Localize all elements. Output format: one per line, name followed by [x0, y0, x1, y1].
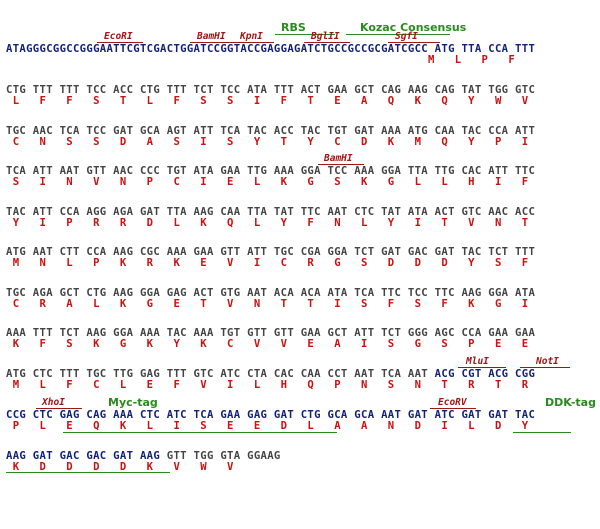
kpni-underline: [234, 42, 274, 43]
sequence-row-11-aa: K D D D D K V W V: [6, 461, 234, 473]
ecorv-site-label: EcoRV: [438, 397, 467, 408]
ddk-tag-label: DDK-tag: [545, 396, 596, 409]
sequence-row-4-nt: TCA ATT AAT GTT AAC CCC TGT ATA GAA TTG …: [6, 165, 536, 177]
sequence-row-5-aa: Y I P R R D L K Q L Y F N L Y I T V N T: [6, 217, 529, 229]
sequence-row-2-aa: L F F S T L F S S I F T E A Q K Q Y W V: [6, 95, 529, 107]
sequence-row-6-aa: M N L P K R K E V I C R G S D D D Y S F: [6, 257, 529, 269]
sgfi-site-label: SgfI: [395, 31, 418, 42]
ecori-site-label: EcoRI: [104, 31, 133, 42]
rbs-underline: [275, 34, 335, 35]
sequence-row-1-nt: ATAGGGCGGCCGGGAATTCGTCGACTGGATCCGGTACCGA…: [6, 43, 536, 55]
sequence-row-9-aa: M L F C L E F V I L H Q P N S N T R T R: [6, 379, 529, 391]
sequence-row-8-aa: K F S K G K Y K C V V E A I S G S P E E: [6, 338, 529, 350]
bamhi-site-label: BamHI: [197, 31, 226, 42]
bglii-underline: [304, 42, 350, 43]
xhoi-underline: [36, 408, 82, 409]
sequence-row-5-nt: TAC ATT CCA AGG AGA GAT TTA AAG CAA TTA …: [6, 206, 536, 218]
sequence-row-6-nt: ATG AAT CTT CCA AAG CGC AAA GAA GTT ATT …: [6, 246, 536, 258]
sequence-row-10-aa: P L E Q K L I S E E D L A A N D I L D Y: [6, 420, 529, 432]
bamhi-underline: [190, 42, 236, 43]
myc-tag-label: Myc-tag: [108, 396, 158, 409]
rbs-label: RBS: [281, 21, 306, 34]
noti-site-label: NotI: [536, 356, 559, 367]
xhoi-site-label: XhoI: [42, 397, 65, 408]
kozac-consensus-label: Kozac Consensus: [360, 21, 467, 34]
ecori-underline: [97, 42, 143, 43]
sequence-row-7-aa: C R A L K G E T V N T T I S F S F K G I: [6, 298, 529, 310]
sequence-row-3-nt: TGC AAC TCA TCC GAT GCA AGT ATT TCA TAC …: [6, 125, 536, 137]
sequence-row-3-aa: C N S S D A S I S Y T Y C D K M Q Y P I: [6, 136, 529, 148]
bamhi-underline-2: [318, 164, 364, 165]
bamhi-site-label-2: BamHI: [324, 153, 353, 164]
sequence-row-2-nt: CTG TTT TTT TCC ACC CTG TTT TCT TCC ATA …: [6, 84, 536, 96]
sgfi-underline: [388, 42, 440, 43]
noti-underline: [520, 367, 570, 368]
kozac-underline: [346, 34, 450, 35]
myc-tag-underline: [63, 432, 337, 433]
ecorv-underline: [430, 408, 476, 409]
sequence-row-10-nt: CCG CTC GAG CAG AAA CTC ATC TCA GAA GAG …: [6, 409, 536, 421]
sequence-row-1-aa: M L P F: [6, 54, 516, 66]
sequence-row-4-aa: S I N V N P C I E L K G S K G L L H I F: [6, 176, 529, 188]
bglii-site-label: BglII: [311, 31, 340, 42]
ddk-tag-underline-1: [513, 432, 571, 433]
sequence-row-7-nt: TGC AGA GCT CTG AAG GGA GAG ACT GTG AAT …: [6, 287, 536, 299]
sequence-row-11-nt: AAG GAT GAC GAC GAT AAG GTT TGG GTA GGAA…: [6, 450, 281, 462]
sequence-row-8-nt: AAA TTT TCT AAG GGA AAA TAC AAA TGT GTT …: [6, 327, 536, 339]
mlui-site-label: MluI: [466, 356, 489, 367]
kpni-site-label: KpnI: [240, 31, 263, 42]
ddk-tag-underline-2: [6, 472, 170, 473]
mlui-underline: [458, 367, 506, 368]
sequence-row-9-nt: ATG CTC TTT TGC TTG GAG TTT GTC ATC CTA …: [6, 368, 536, 380]
